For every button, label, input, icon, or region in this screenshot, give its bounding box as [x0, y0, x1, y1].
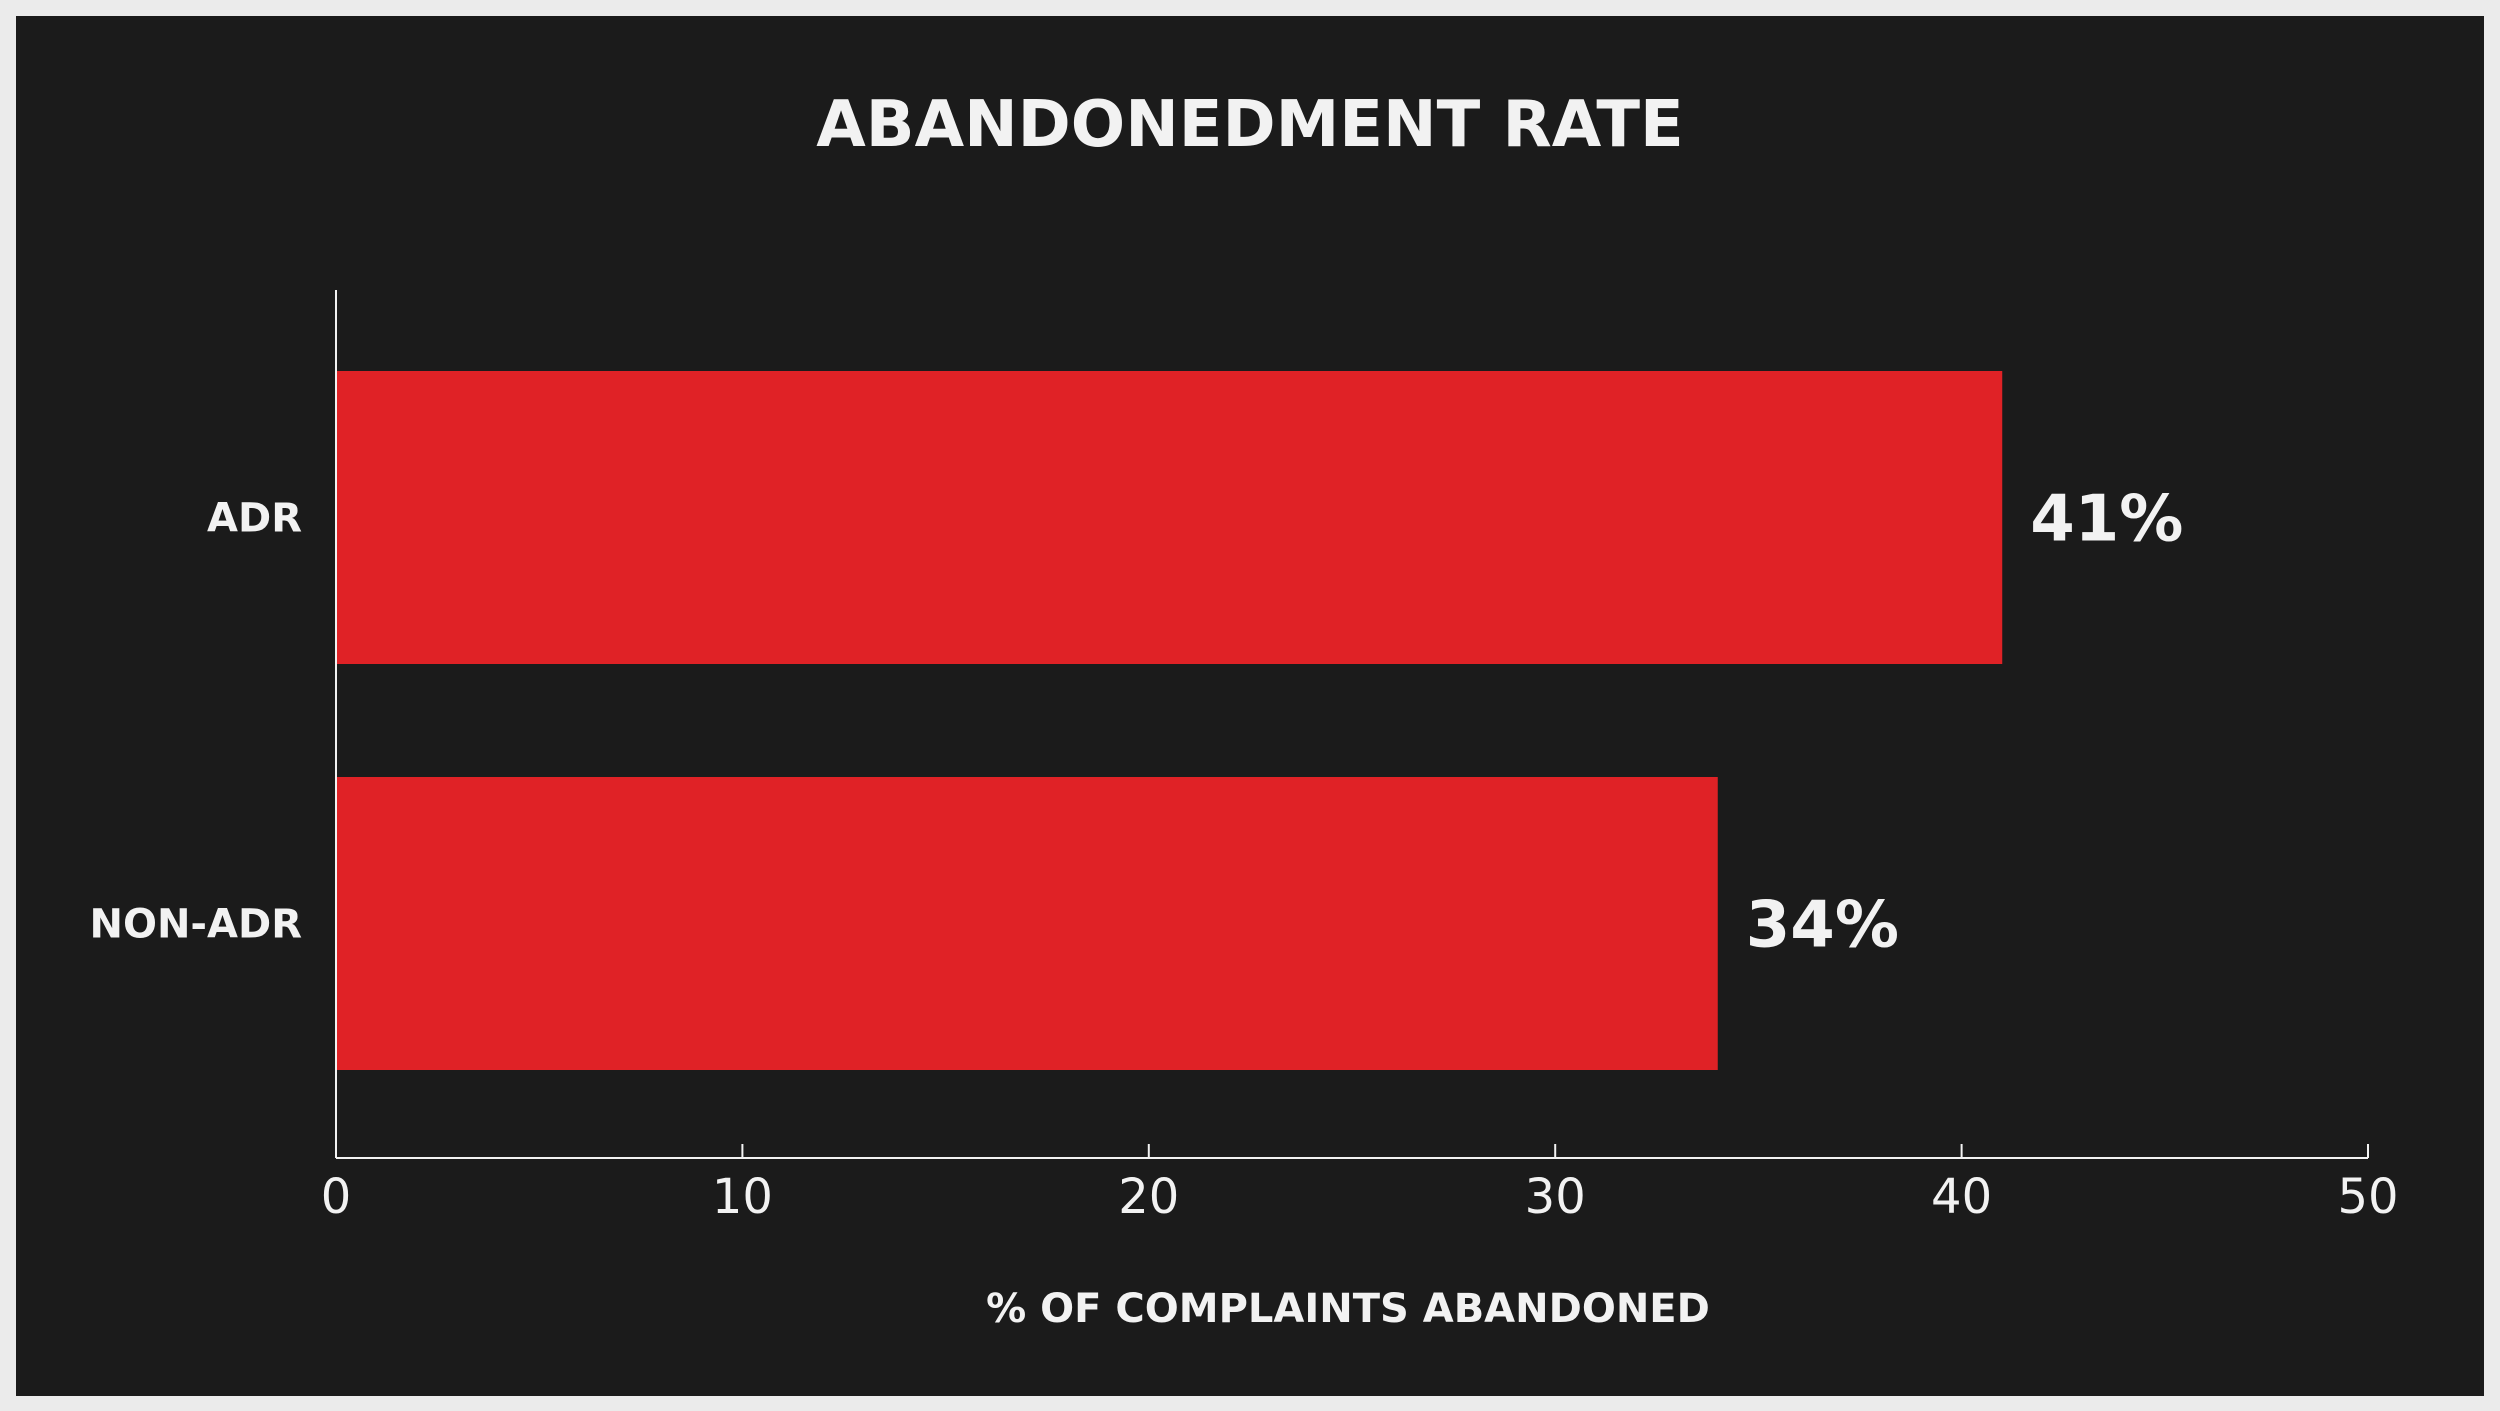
category-label-adr: ADR: [207, 496, 302, 542]
category-label-non-adr: NON-ADR: [89, 902, 302, 948]
x-tick-label-0: 0: [321, 1169, 352, 1225]
bar-non-adr: [336, 777, 1718, 1070]
x-axis-title: % OF COMPLAINTS ABANDONED: [986, 1286, 1710, 1332]
value-label-adr: 41%: [2030, 483, 2183, 557]
bar-adr: [336, 371, 2003, 664]
axes-layer: 0 10 20 30 40 50: [321, 290, 2399, 1225]
x-tick-label-40: 40: [1931, 1169, 1992, 1225]
chart-title: ABANDONEDMENT RATE: [816, 88, 1683, 162]
chart-panel: [16, 16, 2484, 1396]
bars-layer: ADR 41% NON-ADR 34%: [89, 371, 2183, 1070]
x-tick-label-30: 30: [1525, 1169, 1586, 1225]
x-tick-label-10: 10: [712, 1169, 773, 1225]
x-tick-label-50: 50: [2337, 1169, 2398, 1225]
x-tick-label-20: 20: [1118, 1169, 1179, 1225]
value-label-non-adr: 34%: [1746, 889, 1899, 963]
